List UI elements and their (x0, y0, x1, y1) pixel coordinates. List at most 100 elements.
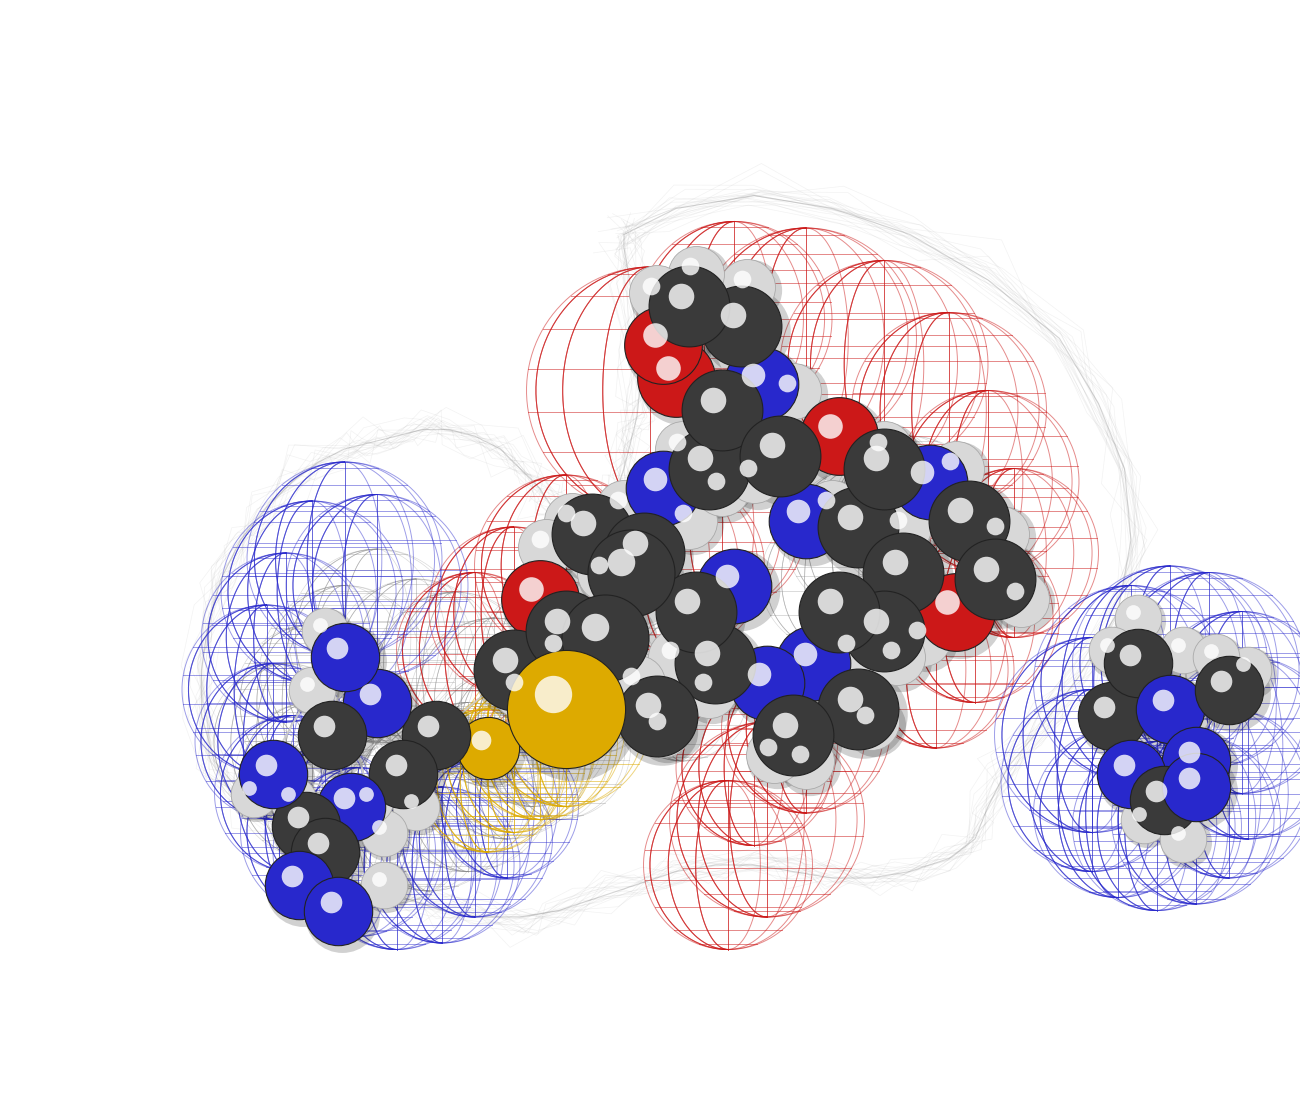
Point (243, 784, 264, 802)
Point (737, 278, 758, 295)
Point (555, 622, 576, 640)
Point (1153, 692, 1174, 709)
Point (788, 502, 809, 520)
Point (689, 269, 710, 286)
Point (334, 648, 355, 666)
Point (684, 302, 705, 320)
Point (667, 433, 688, 451)
Point (1124, 770, 1145, 788)
Point (360, 791, 381, 809)
Point (1190, 782, 1210, 800)
Point (1127, 609, 1148, 627)
Point (344, 802, 365, 820)
Point (690, 450, 711, 468)
Point (989, 575, 1010, 593)
Point (408, 800, 429, 818)
Point (679, 511, 699, 529)
Point (647, 713, 668, 731)
Point (666, 648, 686, 666)
Point (919, 472, 940, 490)
Point (685, 264, 706, 282)
Point (521, 580, 542, 598)
Point (1208, 651, 1228, 669)
Point (653, 479, 673, 497)
Point (549, 641, 569, 659)
Point (703, 464, 724, 482)
Point (328, 639, 348, 657)
Point (887, 511, 907, 529)
Point (879, 627, 900, 645)
Point (477, 739, 498, 756)
Point (299, 821, 320, 839)
Point (238, 779, 259, 797)
Point (325, 731, 346, 749)
Point (1014, 593, 1035, 611)
Point (786, 385, 807, 403)
Point (588, 556, 608, 574)
Point (702, 684, 723, 702)
Point (646, 706, 667, 724)
Point (246, 788, 266, 806)
Point (924, 477, 945, 495)
Point (1167, 825, 1188, 843)
Point (607, 491, 629, 509)
Point (650, 288, 671, 305)
Point (333, 789, 354, 807)
Point (796, 511, 816, 529)
Point (320, 893, 341, 911)
Point (715, 482, 736, 500)
Point (627, 674, 647, 692)
Point (494, 651, 515, 669)
Point (1186, 752, 1206, 770)
Point (289, 875, 309, 893)
Point (573, 515, 594, 533)
Point (939, 452, 959, 470)
Point (510, 680, 530, 698)
Point (1179, 743, 1200, 761)
Point (599, 634, 620, 652)
Point (1232, 656, 1253, 674)
Point (820, 417, 841, 435)
Point (621, 667, 642, 685)
Point (1128, 805, 1149, 822)
Point (646, 284, 667, 302)
Point (949, 501, 970, 519)
Point (879, 464, 900, 482)
Point (1173, 830, 1193, 848)
Point (1130, 612, 1150, 630)
Point (1096, 636, 1117, 653)
Point (855, 706, 876, 724)
Point (833, 608, 854, 626)
Point (1131, 659, 1152, 677)
Point (530, 530, 551, 548)
Point (716, 567, 737, 585)
Point (1173, 641, 1193, 659)
Point (1127, 655, 1148, 673)
Point (828, 427, 849, 445)
Point (848, 700, 868, 718)
Point (742, 366, 763, 384)
Point (1136, 814, 1157, 831)
Point (711, 401, 732, 419)
Point (255, 756, 276, 774)
Point (985, 517, 1006, 535)
Point (816, 491, 837, 509)
Point (1240, 664, 1261, 681)
Point (677, 592, 698, 610)
Point (266, 770, 287, 788)
Point (840, 690, 861, 708)
Point (1147, 782, 1167, 800)
Point (1101, 706, 1122, 724)
Point (731, 317, 751, 335)
Point (757, 739, 777, 756)
Point (307, 835, 328, 853)
Point (807, 659, 828, 677)
Point (731, 271, 751, 289)
Point (1164, 704, 1184, 722)
Point (716, 406, 737, 424)
Point (363, 794, 384, 812)
Point (945, 460, 966, 478)
Point (866, 612, 887, 630)
Point (338, 652, 359, 670)
Point (660, 641, 681, 659)
